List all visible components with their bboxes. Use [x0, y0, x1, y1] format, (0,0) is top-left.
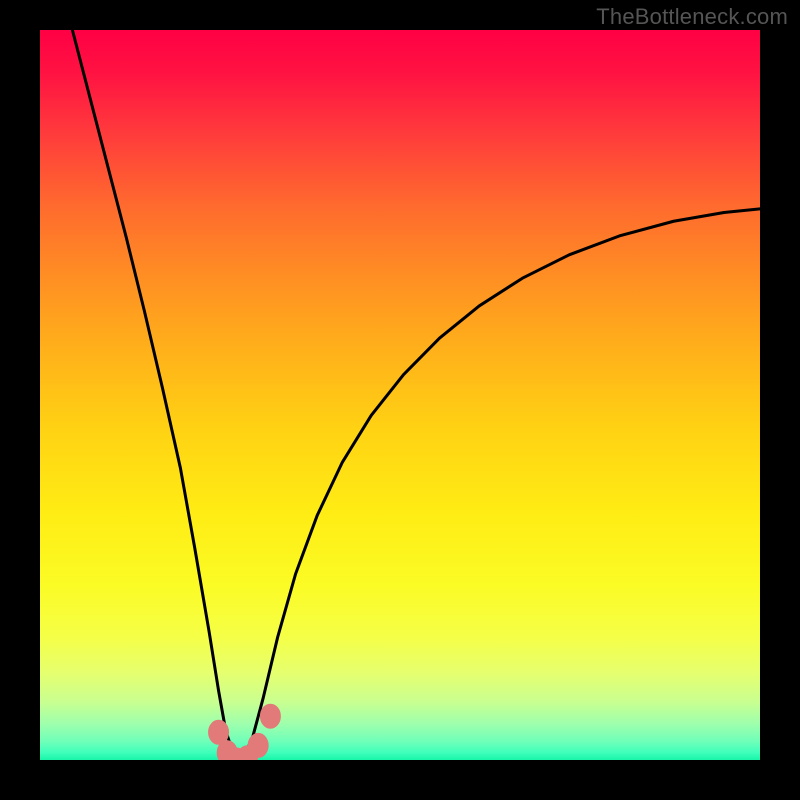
plot-area	[40, 30, 760, 772]
marker-dot	[248, 733, 268, 757]
bottleneck-chart	[0, 0, 800, 800]
marker-dot	[260, 704, 280, 728]
gradient-background	[40, 30, 760, 760]
watermark-text: TheBottleneck.com	[596, 4, 788, 30]
